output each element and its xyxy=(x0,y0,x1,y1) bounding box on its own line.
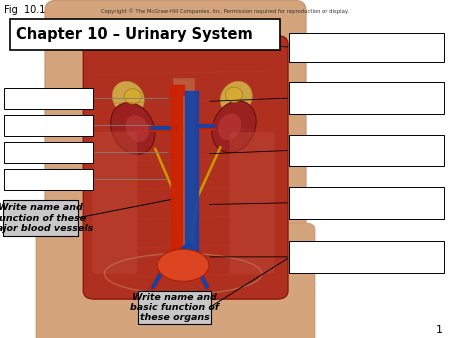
Text: 1: 1 xyxy=(436,324,443,335)
Text: Fig  10.1: Fig 10.1 xyxy=(4,5,46,15)
Ellipse shape xyxy=(126,115,149,142)
FancyBboxPatch shape xyxy=(10,19,280,50)
Ellipse shape xyxy=(124,89,141,104)
FancyBboxPatch shape xyxy=(230,132,274,274)
Ellipse shape xyxy=(225,87,243,102)
FancyBboxPatch shape xyxy=(4,115,93,136)
Text: Chapter 10 – Urinary System: Chapter 10 – Urinary System xyxy=(16,27,252,42)
Text: Write name and
function of these
major blood vessels: Write name and function of these major b… xyxy=(0,203,94,233)
FancyBboxPatch shape xyxy=(3,200,78,236)
Ellipse shape xyxy=(157,249,209,281)
FancyBboxPatch shape xyxy=(289,135,444,166)
FancyBboxPatch shape xyxy=(4,169,93,190)
Ellipse shape xyxy=(218,114,241,140)
FancyBboxPatch shape xyxy=(289,187,444,219)
FancyBboxPatch shape xyxy=(4,88,93,109)
FancyBboxPatch shape xyxy=(289,82,444,114)
FancyBboxPatch shape xyxy=(83,35,288,299)
Ellipse shape xyxy=(212,101,256,152)
Text: Copyright © The McGraw-Hill Companies, Inc. Permission required for reproduction: Copyright © The McGraw-Hill Companies, I… xyxy=(101,8,349,14)
Ellipse shape xyxy=(112,81,144,115)
Ellipse shape xyxy=(111,103,155,154)
FancyBboxPatch shape xyxy=(92,132,137,274)
FancyBboxPatch shape xyxy=(45,0,306,338)
FancyBboxPatch shape xyxy=(289,241,444,273)
FancyBboxPatch shape xyxy=(138,291,211,324)
Text: Write name and
basic function of
these organs: Write name and basic function of these o… xyxy=(130,293,219,322)
FancyBboxPatch shape xyxy=(289,33,444,62)
FancyBboxPatch shape xyxy=(36,223,315,338)
Ellipse shape xyxy=(220,81,252,115)
Bar xyxy=(173,78,194,254)
FancyBboxPatch shape xyxy=(4,142,93,163)
